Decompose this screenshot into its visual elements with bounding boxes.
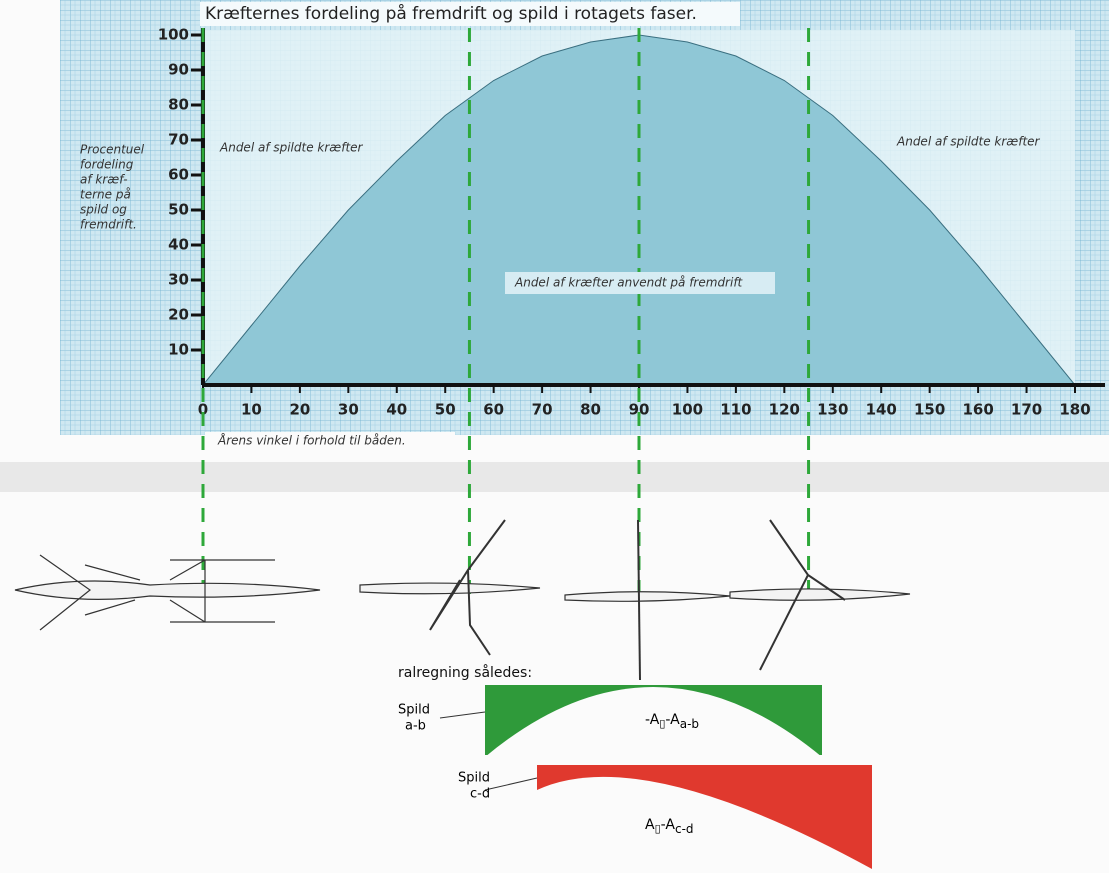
y-label: fremdrift. [80, 218, 137, 232]
x-label: Årens vinkel i forhold til båden. [217, 433, 406, 448]
y-tick-label: 50 [168, 201, 189, 219]
x-tick-label: 170 [1011, 401, 1042, 419]
x-tick-label: 130 [817, 401, 848, 419]
x-tick-label: 160 [962, 401, 993, 419]
x-tick-label: 150 [914, 401, 945, 419]
chart-title: Kræfternes fordeling på fremdrift og spi… [205, 3, 697, 24]
page-fold [0, 462, 1109, 492]
x-tick-label: 10 [241, 401, 262, 419]
x-tick-label: 70 [532, 401, 553, 419]
x-tick-label: 30 [338, 401, 359, 419]
y-tick-label: 100 [158, 26, 189, 44]
y-tick-label: 70 [168, 131, 189, 149]
boats [15, 520, 910, 680]
x-tick-label: 100 [672, 401, 703, 419]
y-label: Procentuel [80, 143, 145, 157]
label: Spild [458, 771, 490, 786]
annotation: Andel af spildte kræfter [219, 141, 364, 155]
x-tick-label: 180 [1059, 401, 1090, 419]
y-tick-label: 20 [168, 306, 189, 324]
label-sub: a-b [405, 719, 426, 734]
x-tick-label: 120 [769, 401, 800, 419]
x-tick-label: 40 [386, 401, 407, 419]
heading: ralregning således: [398, 664, 532, 681]
x-tick-label: 60 [483, 401, 504, 419]
label: Spild [398, 703, 430, 718]
x-tick-label: 80 [580, 401, 601, 419]
y-label: af kræf- [80, 173, 128, 187]
x-tick-label: 20 [289, 401, 310, 419]
y-tick-label: 10 [168, 341, 189, 359]
y-tick-label: 30 [168, 271, 189, 289]
y-label: spild og [80, 203, 127, 217]
x-tick-label: 50 [435, 401, 456, 419]
annotation: Andel af spildte kræfter [896, 135, 1041, 149]
x-tick-label: 110 [720, 401, 751, 419]
x-tick-label: 140 [866, 401, 897, 419]
page: Kræfternes fordeling på fremdrift og spi… [0, 0, 1109, 869]
label-sub: c-d [470, 787, 490, 802]
y-label: terne på [80, 188, 131, 202]
annotation: Andel af kræfter anvendt på fremdrift [514, 276, 744, 290]
y-tick-label: 40 [168, 236, 189, 254]
y-tick-label: 80 [168, 96, 189, 114]
y-tick-label: 60 [168, 166, 189, 184]
y-tick-label: 90 [168, 61, 189, 79]
y-label: fordeling [80, 158, 134, 172]
